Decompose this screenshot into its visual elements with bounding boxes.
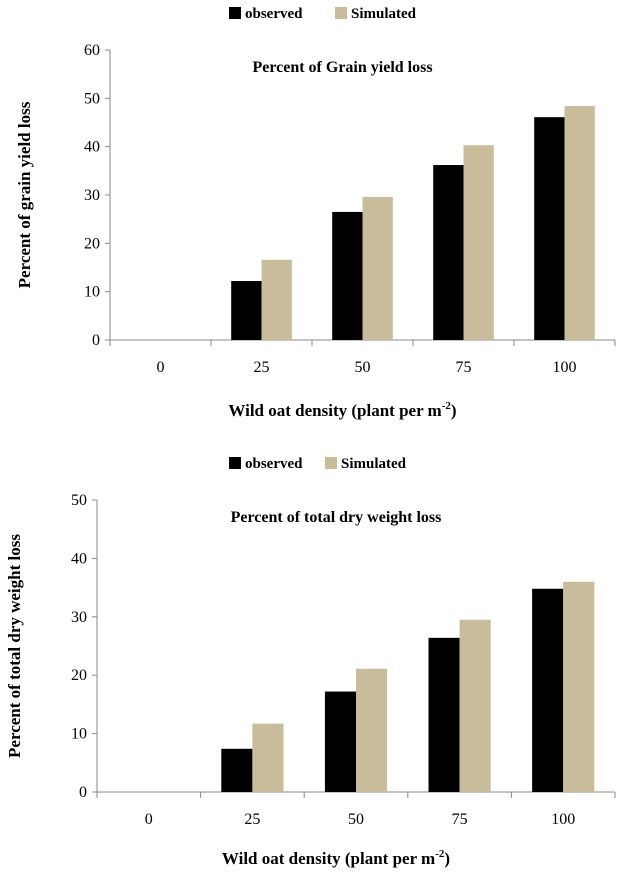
bar-observed-75	[433, 165, 464, 340]
y-tick-label: 0	[92, 332, 100, 349]
legend: observed Simulated	[229, 6, 417, 22]
y-tick-label: 30	[71, 609, 87, 626]
bar-simulated-50	[356, 668, 388, 792]
y-tick-label: 20	[71, 667, 87, 684]
bar-observed-75	[428, 637, 460, 792]
chart-1: 0 10 20 30 40 50 60 0 25 50 75 100 observed Simulated…	[15, 6, 616, 420]
y-tick-label: 50	[84, 90, 100, 107]
legend-label-observed: observed	[245, 6, 303, 22]
x-tick-label: 75	[452, 811, 468, 828]
x-tick-label: 25	[254, 359, 270, 376]
legend: observed Simulated	[229, 456, 407, 472]
legend-label-observed: observed	[245, 456, 303, 472]
bar-observed-100	[534, 117, 565, 340]
bar-simulated-25	[252, 723, 284, 792]
x-tick-label: 50	[348, 811, 364, 828]
x-tick-label: 100	[551, 811, 575, 828]
y-tick-label: 10	[84, 284, 100, 301]
y-tick-label: 20	[84, 235, 100, 252]
x-axis-label: Wild oat density (plant per m-2)	[228, 400, 456, 420]
bar-observed-25	[221, 748, 253, 792]
bar-simulated-75	[459, 619, 491, 792]
y-tick-label: 40	[71, 550, 87, 567]
x-tick-label: 100	[553, 359, 577, 376]
legend-swatch-simulated	[325, 457, 337, 469]
x-tick-label: 25	[244, 811, 260, 828]
bar-simulated-100	[563, 581, 595, 792]
legend-swatch-observed	[229, 7, 241, 19]
y-tick-label: 60	[84, 42, 100, 59]
bar-observed-100	[532, 588, 564, 792]
y-tick-label: 30	[84, 187, 100, 204]
y-axis-label: Percent of total dry weight loss	[5, 534, 24, 758]
chart-2: 0 10 20 30 40 50 0 25 50 75 100 observed Simulated Pe…	[5, 456, 616, 868]
bar-simulated-75	[463, 145, 494, 340]
y-tick-label: 40	[84, 139, 100, 156]
x-tick-label: 0	[157, 359, 165, 376]
legend-label-simulated: Simulated	[351, 6, 417, 22]
bar-observed-50	[332, 211, 363, 340]
x-tick-label: 75	[456, 359, 472, 376]
chart-title: Percent of total dry weight loss	[231, 509, 442, 526]
x-axis-label: Wild oat density (plant per m-2)	[222, 848, 450, 868]
y-axis-label: Percent of grain yield loss	[15, 101, 34, 288]
bar-observed-25	[231, 281, 262, 340]
x-tick-label: 50	[355, 359, 371, 376]
bar-simulated-25	[261, 259, 292, 340]
x-tick-label: 0	[145, 811, 153, 828]
bar-simulated-100	[564, 106, 595, 340]
legend-label-simulated: Simulated	[341, 456, 407, 472]
bar-simulated-50	[362, 196, 393, 340]
y-tick-label: 10	[71, 726, 87, 743]
y-tick-label: 0	[79, 784, 87, 801]
legend-swatch-simulated	[335, 7, 347, 19]
bar-observed-50	[324, 691, 356, 792]
chart-title: Percent of Grain yield loss	[252, 59, 432, 76]
y-tick-label: 50	[71, 492, 87, 509]
legend-swatch-observed	[229, 457, 241, 469]
